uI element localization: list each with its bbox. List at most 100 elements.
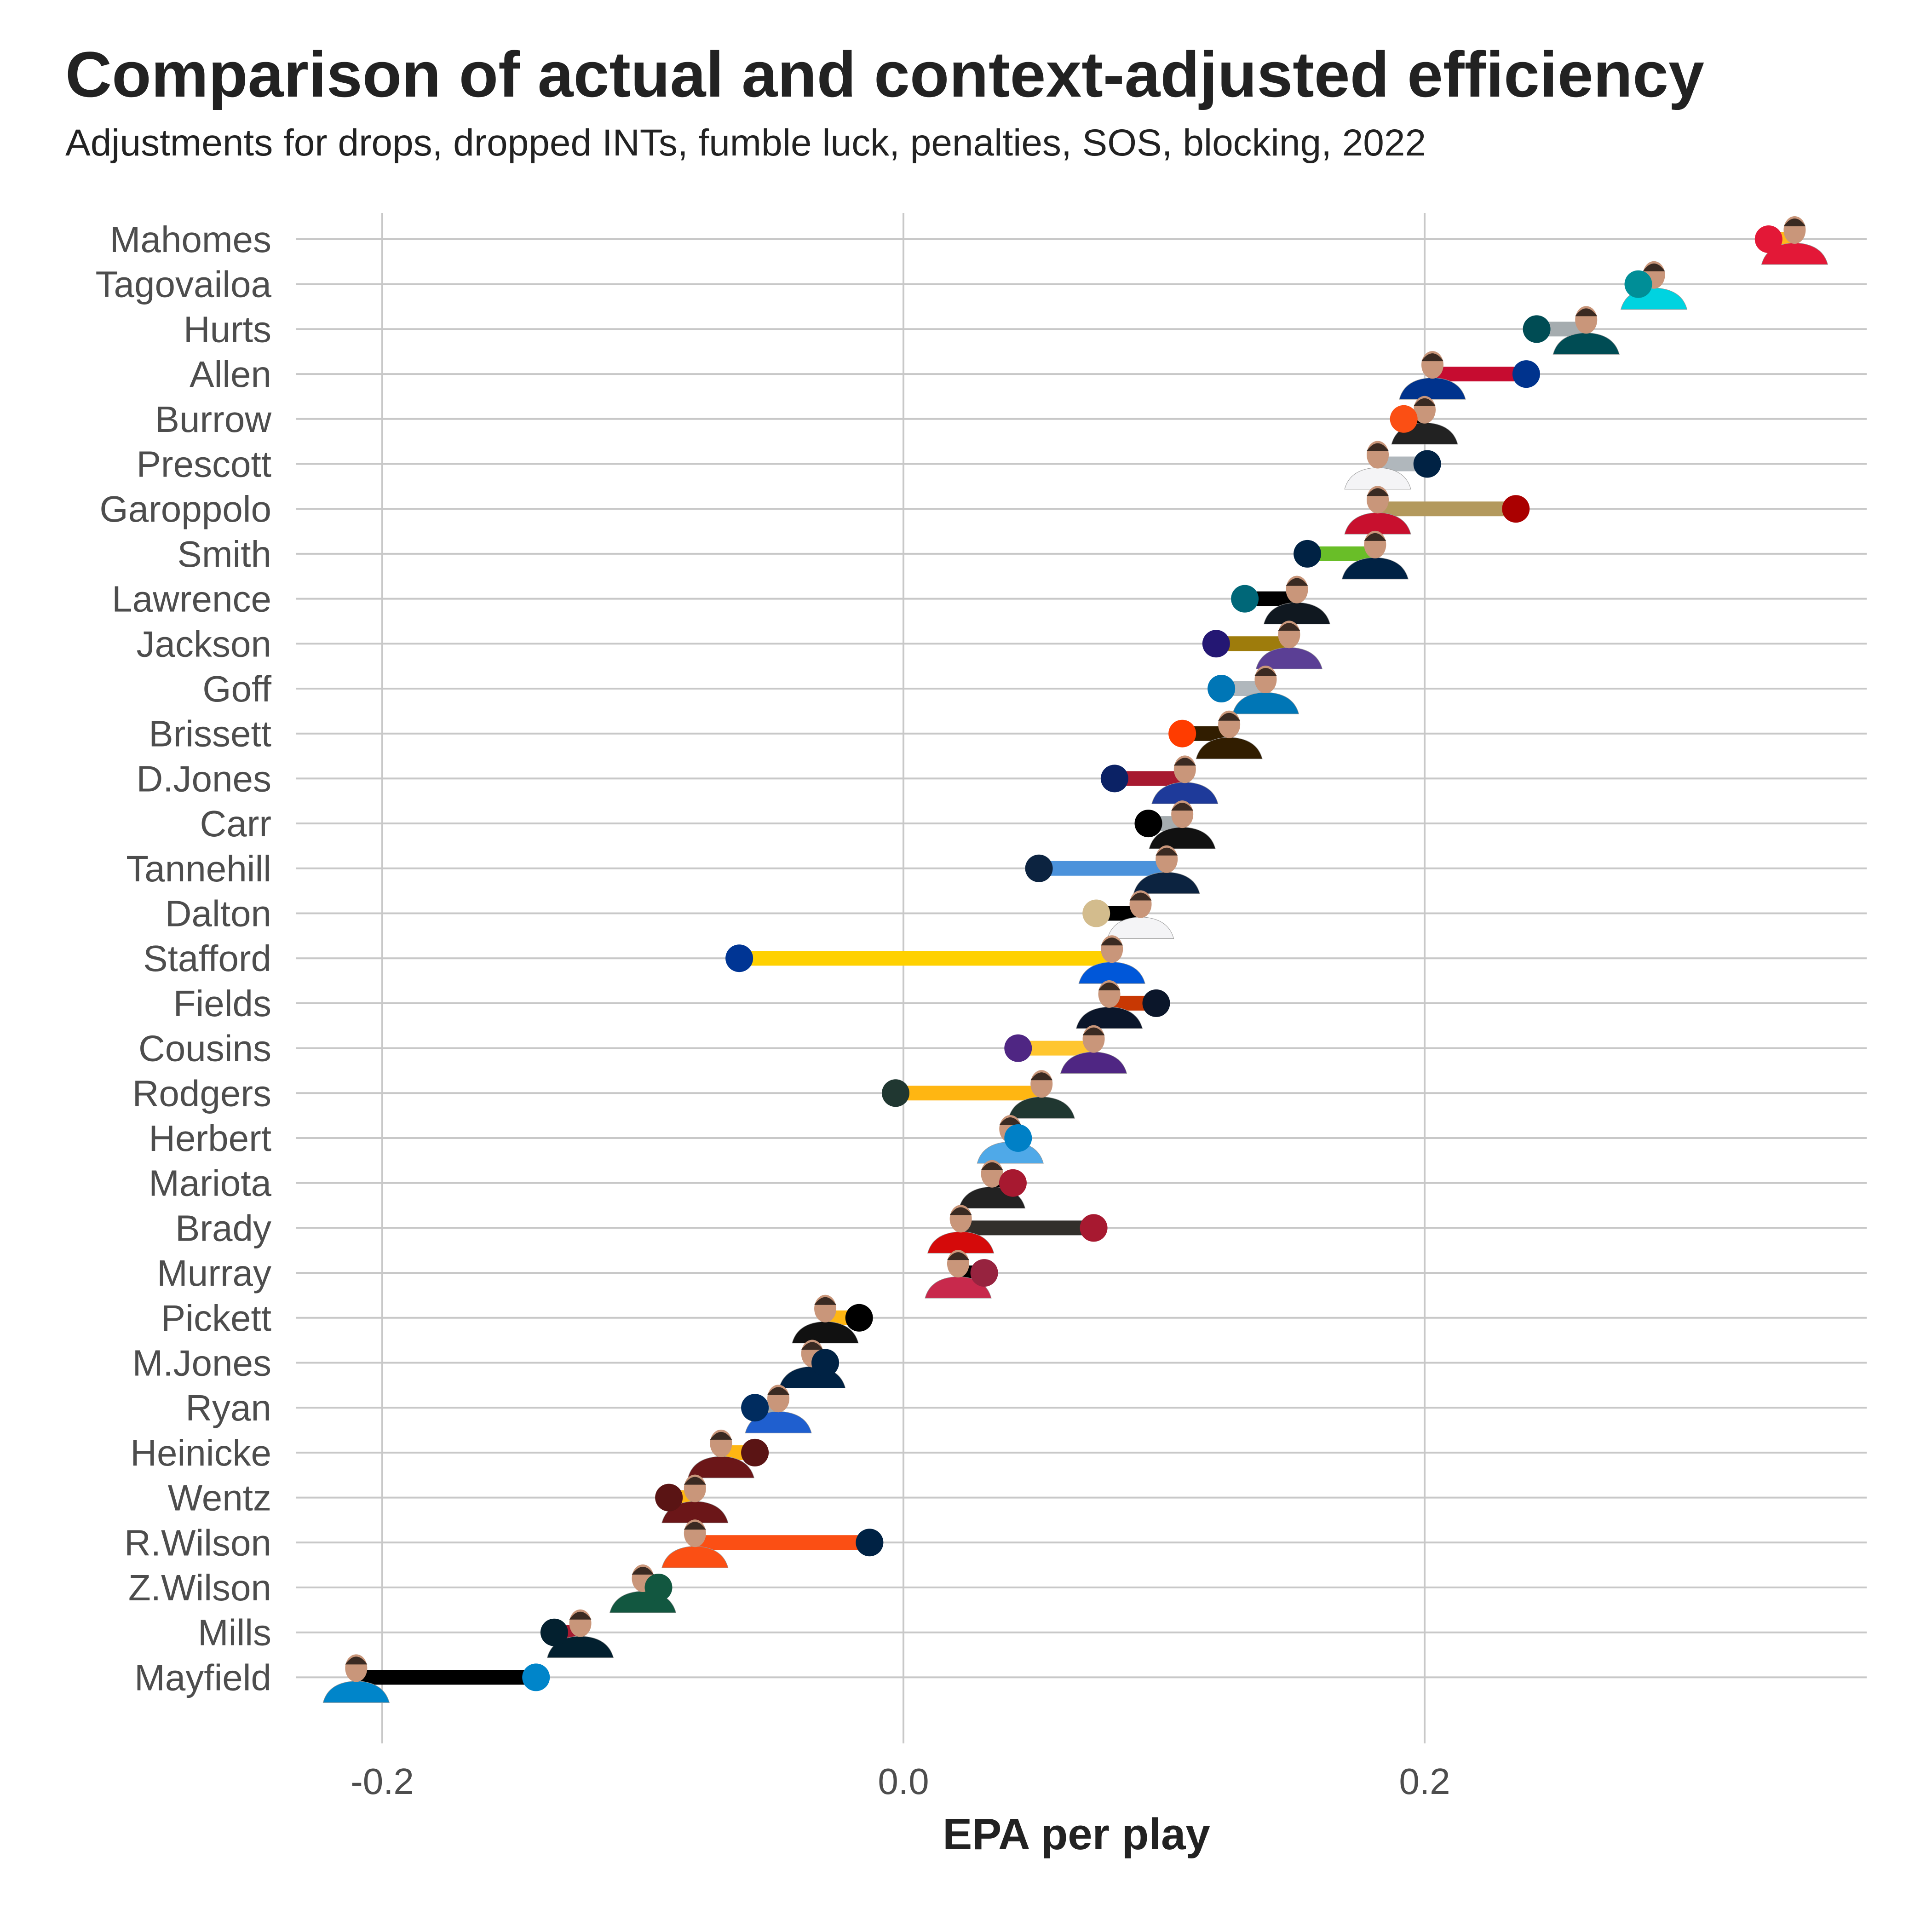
player-row: [609, 1564, 677, 1613]
player-row: [322, 1654, 550, 1703]
player-label: Smith: [178, 534, 272, 575]
player-headshot-actual: [1075, 980, 1143, 1029]
hair-shape: [1101, 937, 1123, 946]
player-label: Wentz: [168, 1478, 271, 1518]
player-label: Goff: [202, 668, 272, 709]
adjusted-epa-dot: [741, 1438, 769, 1466]
player-headshot-actual: [1078, 935, 1145, 984]
player-label: Mariota: [149, 1163, 271, 1204]
player-label: Murray: [157, 1253, 271, 1294]
player-label: Burrow: [155, 399, 272, 440]
player-row: [779, 1340, 846, 1388]
player-row: [1344, 486, 1530, 535]
player-label: Herbert: [149, 1118, 271, 1159]
hair-shape: [1278, 623, 1300, 631]
hair-shape: [801, 1342, 823, 1350]
player-row: [1168, 710, 1263, 759]
player-row: [1620, 261, 1688, 310]
player-label: Tagovailoa: [96, 264, 272, 305]
chart-title: Comparison of actual and context-adjuste…: [65, 38, 1704, 110]
hair-shape: [1783, 218, 1806, 226]
player-headshot-actual: [1344, 486, 1411, 535]
player-label: Brady: [175, 1208, 271, 1248]
adjusted-epa-dot: [725, 944, 753, 972]
hair-shape: [684, 1477, 706, 1485]
player-headshot-actual: [661, 1519, 729, 1568]
player-row: [1399, 351, 1540, 400]
adjusted-epa-dot: [1080, 1214, 1108, 1242]
player-label: Z.Wilson: [128, 1567, 271, 1608]
player-row: [1344, 441, 1441, 489]
hair-shape: [1367, 488, 1389, 496]
hair-shape: [999, 1117, 1022, 1125]
player-row: [1294, 530, 1409, 580]
hair-shape: [1286, 578, 1308, 586]
player-label: Cousins: [138, 1028, 271, 1069]
adjusted-epa-dot: [1208, 675, 1236, 702]
adjusted-epa-dot: [1231, 585, 1259, 613]
player-label: Rodgers: [132, 1073, 271, 1114]
hair-shape: [1030, 1072, 1053, 1081]
player-headshot-actual: [1344, 441, 1411, 489]
adjusted-epa-dot: [1202, 630, 1230, 658]
player-label: Mahomes: [110, 219, 271, 260]
hair-shape: [1082, 1027, 1105, 1035]
hair-shape: [947, 1252, 969, 1260]
player-row: [1004, 1025, 1127, 1074]
hair-shape: [1367, 443, 1389, 451]
player-row: [1075, 980, 1170, 1029]
hair-shape: [345, 1656, 368, 1665]
hair-shape: [1173, 758, 1196, 766]
hair-shape: [1218, 713, 1241, 721]
player-row: [1231, 575, 1331, 625]
adjusted-epa-dot: [1502, 495, 1530, 523]
player-headshot-actual: [1133, 845, 1200, 894]
player-row: [1025, 845, 1200, 894]
adjusted-epa-dot: [1413, 450, 1441, 478]
player-label: Allen: [190, 354, 271, 395]
hair-shape: [1575, 308, 1598, 316]
player-label: Lawrence: [112, 579, 271, 620]
player-row: [1754, 216, 1828, 265]
adjusted-epa-dot: [1294, 540, 1322, 568]
hair-shape: [1129, 892, 1152, 901]
hair-shape: [1254, 668, 1277, 676]
chart-subtitle: Adjustments for drops, dropped INTs, fum…: [65, 122, 1426, 164]
y-axis-labels: MahomesTagovailoaHurtsAllenBurrowPrescot…: [96, 219, 272, 1698]
hair-shape: [814, 1297, 837, 1305]
adjusted-epa-dot: [856, 1529, 884, 1557]
player-label: Tannehill: [126, 848, 271, 889]
adjusted-epa-dot: [1168, 719, 1196, 748]
player-row: [882, 1070, 1075, 1119]
x-axis-ticks: -0.2 0.0 0.2: [351, 1761, 1450, 1802]
adjusted-epa-dot: [882, 1079, 910, 1107]
adjusted-epa-dot: [540, 1618, 568, 1646]
player-headshot-actual: [1060, 1025, 1127, 1074]
adjusted-epa-dot: [1082, 899, 1110, 927]
hair-shape: [1156, 847, 1178, 856]
hair-shape: [949, 1207, 972, 1215]
player-headshot-actual: [927, 1205, 995, 1254]
hair-shape: [684, 1522, 706, 1530]
player-row: [792, 1294, 873, 1344]
player-label: Fields: [173, 983, 271, 1024]
x-tick-label: 0.0: [878, 1761, 929, 1802]
player-row: [925, 1250, 998, 1299]
player-label: Mayfield: [134, 1657, 271, 1698]
player-headshot-actual: [1255, 621, 1323, 669]
player-row: [1100, 755, 1219, 804]
adjusted-epa-dot: [1100, 765, 1128, 793]
player-row: [741, 1385, 812, 1433]
adjusted-epa-dot: [741, 1394, 769, 1422]
player-label: Garoppolo: [99, 489, 271, 529]
adjusted-epa-dot: [1754, 225, 1782, 253]
hair-shape: [1643, 263, 1665, 271]
hair-shape: [1421, 353, 1443, 362]
player-row: [1082, 890, 1174, 939]
player-headshot-actual: [1263, 575, 1331, 625]
player-row: [725, 935, 1145, 984]
adjusted-epa-dot: [1523, 315, 1551, 343]
player-label: M.Jones: [132, 1343, 271, 1384]
adjusted-epa-dot: [655, 1484, 683, 1512]
